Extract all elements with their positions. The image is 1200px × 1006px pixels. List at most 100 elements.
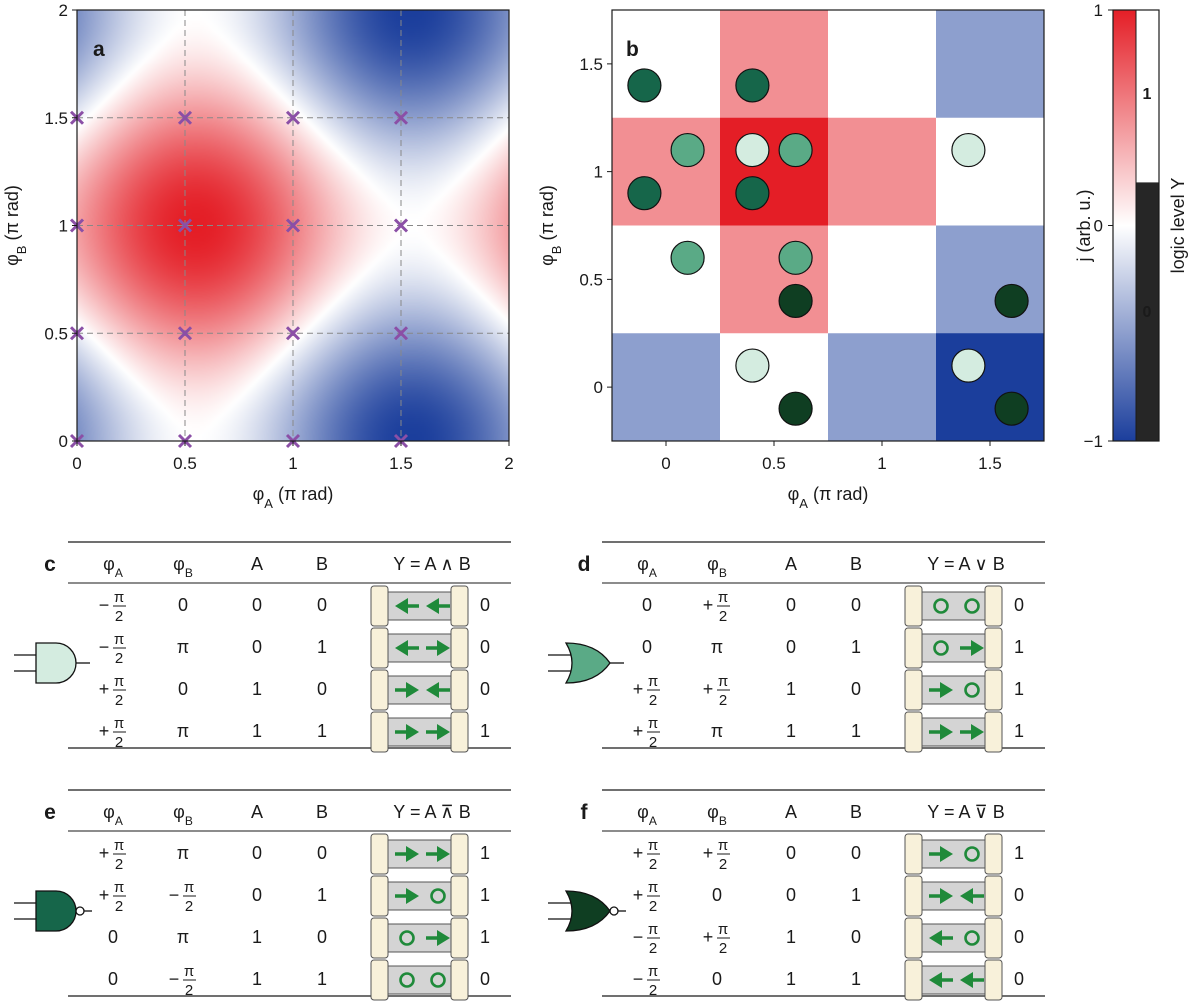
gate-inverter-bubble — [75, 906, 85, 916]
axis-symbol: φ — [2, 254, 22, 266]
truth-table-d: d φA φB A B Y = A ∨ B0 + π20 0 00 π 0 1 1+ π2+ π21 0 1+ π2… — [548, 541, 1045, 753]
device-diagram — [904, 669, 1003, 711]
sign-symbol: − — [99, 595, 110, 615]
marker-stroke — [393, 326, 409, 341]
value-cell: π — [177, 927, 189, 947]
gate-marker-or — [778, 240, 813, 275]
heatmap-cell — [612, 117, 721, 226]
fraction-numerator: π — [648, 837, 658, 854]
header-subscript: A — [115, 566, 123, 580]
purple-x-marker — [393, 326, 409, 341]
heatmap-cell — [828, 10, 937, 119]
truth-table-f: f φA φB A B Y = A ⊽ B+ π2+ π20 0 1+ π20 0 1 0− π2+ π21 0… — [548, 789, 1045, 1001]
y-tick-label: 1 — [59, 217, 68, 236]
value-Y: 1 — [480, 721, 490, 741]
header-symbol: φ — [103, 802, 115, 822]
value-cell: π — [711, 637, 723, 657]
y-tick-label: 2 — [59, 1, 68, 20]
value-cell: π — [177, 843, 189, 863]
arrow-head — [426, 682, 439, 698]
device-channel — [913, 591, 995, 621]
value-Y: 0 — [1014, 595, 1024, 615]
heatmap-cell — [720, 117, 829, 226]
sign-symbol: + — [99, 721, 110, 741]
device-contact-right — [984, 585, 1003, 627]
value-A: 0 — [786, 843, 796, 863]
truth-table-e: e φA φB A B Y = A ⊼ B+ π2π 0 0 1+ π2− π20 1 10 π 1 0 10− π… — [14, 789, 511, 1001]
arrow-left-icon — [395, 598, 419, 614]
header-B: B — [850, 802, 862, 822]
circle-icon — [964, 682, 980, 698]
value-Y: 1 — [480, 885, 490, 905]
device-contact-right — [450, 585, 469, 627]
table-row: − π2+ π21 0 0 — [633, 917, 1024, 959]
heatmap-cell — [828, 225, 937, 334]
value-B: 0 — [851, 595, 861, 615]
fraction-denominator: 2 — [185, 898, 193, 915]
arrow-left-icon — [426, 598, 450, 614]
header-B: B — [316, 554, 328, 574]
marker-stroke — [177, 110, 193, 125]
device-contact-right — [984, 917, 1003, 959]
value-Y: 1 — [1014, 637, 1024, 657]
fraction-numerator: π — [114, 673, 124, 690]
axis-subscript: A — [264, 496, 273, 511]
arrow-head — [940, 846, 953, 862]
heatmap-cell — [720, 333, 829, 442]
heatmap-cell — [936, 10, 1045, 119]
value-cell: 0 — [712, 969, 722, 989]
arrow-head — [395, 640, 408, 656]
header-subscript: B — [719, 814, 727, 828]
arrow-head — [940, 888, 953, 904]
value-B: 0 — [851, 843, 861, 863]
axis-symbol: φ — [537, 254, 557, 266]
device-contact-left — [370, 627, 389, 669]
device-diagram — [370, 627, 469, 669]
value-A: 1 — [786, 927, 796, 947]
axis-symbol: φ — [253, 484, 265, 504]
fraction-numerator: π — [184, 963, 194, 980]
y-tick-label: 1 — [594, 163, 603, 182]
value-cell: 0 — [108, 927, 118, 947]
panel-label-f: f — [581, 801, 589, 824]
sign-symbol: + — [703, 843, 714, 863]
value-A: 1 — [252, 679, 262, 699]
gate-nand-icon — [14, 890, 92, 932]
axis-symbol: φ — [788, 484, 800, 504]
device-channel — [379, 965, 461, 995]
x-tick-label: 0 — [72, 454, 81, 473]
value-Y: 0 — [1014, 885, 1024, 905]
fraction-numerator: π — [648, 673, 658, 690]
device-contact-right — [984, 875, 1003, 917]
purple-x-marker — [285, 326, 301, 341]
gate-body — [35, 642, 77, 684]
sign-symbol: + — [99, 885, 110, 905]
x-tick-label: 2 — [504, 454, 513, 473]
header-A: A — [251, 802, 263, 822]
table-row: + π2π 0 0 1 — [99, 833, 490, 875]
gate-or-icon — [548, 642, 624, 684]
device-contact-right — [450, 875, 469, 917]
axis-unit: (π rad) — [273, 484, 333, 504]
fraction-denominator: 2 — [185, 982, 193, 999]
x-tick-label: 0 — [661, 454, 670, 473]
fraction-denominator: 2 — [649, 898, 657, 915]
x-axis-label: φA (π rad) — [788, 484, 869, 511]
heatmap-cell — [612, 333, 721, 442]
header-subscript: B — [185, 814, 193, 828]
marker-stroke — [393, 110, 409, 125]
device-contact-left — [370, 959, 389, 1001]
header-symbol: φ — [637, 554, 649, 574]
table-row: + π2− π20 1 1 — [99, 875, 490, 917]
arrow-head — [437, 724, 450, 740]
marker-stroke — [177, 218, 193, 233]
arrow-head — [940, 682, 953, 698]
truth-tables: c φA φB A B Y = A ∧ B− π20 0 0 0− π2π 0 1 0+ π20 1 0 0+ π2… — [14, 541, 1045, 1001]
heatmap-cell — [936, 117, 1045, 226]
y-tick-label: 0 — [59, 432, 68, 451]
gate-marker-and — [735, 348, 770, 383]
device-diagram — [904, 711, 1003, 753]
device-contact-left — [904, 917, 923, 959]
device-channel — [913, 839, 995, 869]
heatmap-cell — [612, 225, 721, 334]
